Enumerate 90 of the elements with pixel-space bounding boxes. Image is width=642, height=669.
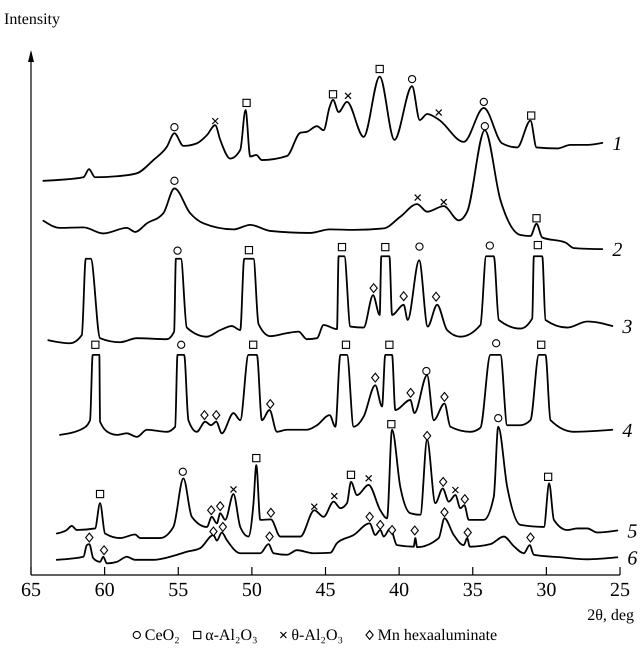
point xyxy=(415,242,424,251)
point xyxy=(492,339,500,348)
legend-label: α-Al₂O₃ xyxy=(205,627,258,644)
point xyxy=(376,64,384,74)
point xyxy=(439,476,448,487)
point xyxy=(342,340,350,349)
legend-label: Mn hexaaluminate xyxy=(378,627,498,644)
point xyxy=(526,532,535,543)
point xyxy=(387,420,396,428)
point xyxy=(486,241,494,250)
point xyxy=(527,111,536,120)
point xyxy=(173,246,182,255)
point xyxy=(244,246,254,254)
point xyxy=(178,468,187,476)
point xyxy=(388,525,396,535)
point xyxy=(480,98,488,106)
point xyxy=(265,532,274,542)
point xyxy=(537,340,546,349)
point xyxy=(440,392,449,402)
series-label: 6 xyxy=(627,547,638,570)
x-tick-label: 25 xyxy=(610,579,630,601)
point xyxy=(212,118,219,125)
point xyxy=(344,92,352,100)
point xyxy=(435,108,442,116)
point xyxy=(370,283,378,294)
legend-label: θ-Al₂O₃ xyxy=(291,627,344,644)
series-label: 4 xyxy=(622,420,632,442)
point xyxy=(410,526,419,536)
point xyxy=(170,176,179,185)
point xyxy=(200,410,209,420)
x-tick-label: 30 xyxy=(536,579,556,601)
point xyxy=(212,410,220,420)
point xyxy=(422,366,431,376)
point xyxy=(422,430,432,441)
point xyxy=(266,508,276,518)
point xyxy=(207,505,216,516)
point xyxy=(85,532,94,543)
series-label: 1 xyxy=(612,132,622,155)
x-tick-label: 45 xyxy=(316,579,336,601)
point xyxy=(532,214,541,222)
point xyxy=(376,520,384,530)
series-label: 5 xyxy=(627,520,638,542)
x-tick-label: 60 xyxy=(94,579,115,601)
point xyxy=(328,90,338,98)
point xyxy=(432,292,440,302)
point xyxy=(216,501,224,512)
point xyxy=(96,490,104,498)
x-tick-label: 40 xyxy=(389,579,410,601)
y-axis-title: Intensity xyxy=(4,11,60,28)
point xyxy=(544,472,552,481)
point xyxy=(170,123,179,132)
point xyxy=(252,454,260,462)
x-axis-title: 2θ, deg xyxy=(587,607,634,624)
x-tick-label: 65 xyxy=(21,579,41,601)
point xyxy=(464,528,472,538)
x-tick-label: 55 xyxy=(168,579,188,601)
point xyxy=(406,388,415,398)
point xyxy=(440,507,449,518)
point xyxy=(346,470,356,479)
x-tick-label: 35 xyxy=(462,579,483,601)
point xyxy=(218,522,228,532)
point xyxy=(177,340,186,349)
point xyxy=(460,494,469,504)
point xyxy=(480,122,489,130)
point xyxy=(91,340,100,349)
point xyxy=(452,486,459,494)
point xyxy=(242,98,251,108)
point xyxy=(230,486,238,494)
point xyxy=(385,340,394,349)
point xyxy=(365,474,372,482)
point xyxy=(209,526,218,536)
legend-label: CeO₂ xyxy=(144,627,180,644)
point xyxy=(400,291,408,302)
point xyxy=(330,492,338,500)
point xyxy=(310,503,318,510)
point xyxy=(266,399,274,409)
point xyxy=(408,74,416,84)
point xyxy=(494,414,502,422)
point xyxy=(249,340,258,349)
point xyxy=(414,194,422,202)
point xyxy=(371,372,380,383)
point xyxy=(534,240,542,250)
point xyxy=(338,242,346,252)
series-label: 2 xyxy=(612,239,622,262)
point xyxy=(366,512,374,522)
x-tick-label: 50 xyxy=(242,579,262,601)
point xyxy=(440,198,448,206)
point xyxy=(100,545,108,556)
series-label: 3 xyxy=(621,316,632,338)
point xyxy=(381,242,390,252)
